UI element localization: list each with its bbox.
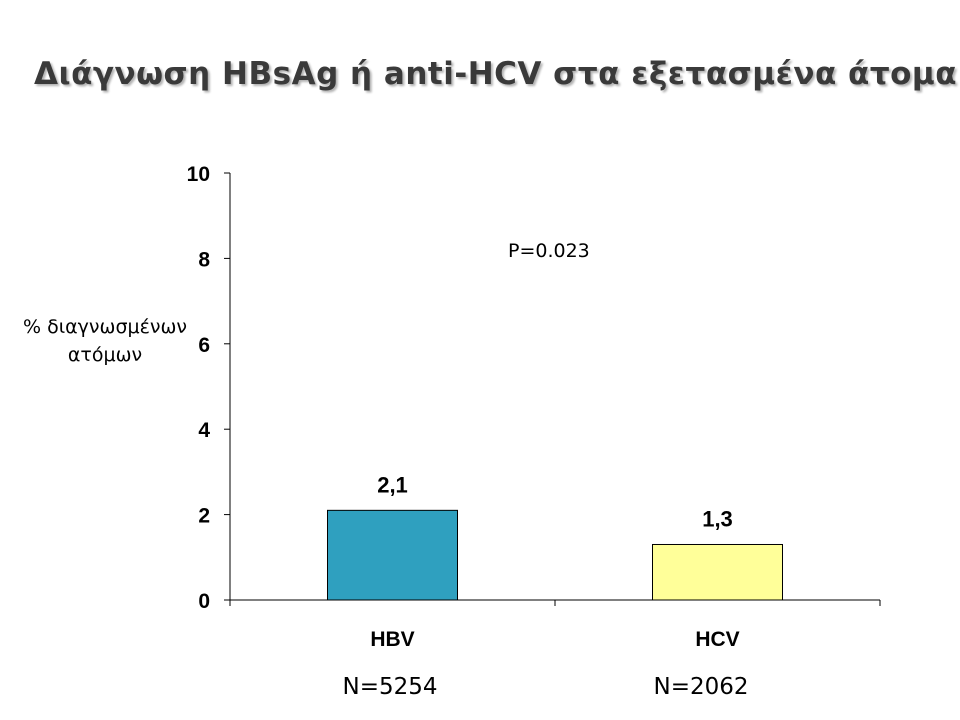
data-label-hcv: 1,3	[702, 506, 733, 531]
y-axis-label-line-2: ατόμων	[67, 344, 143, 366]
y-tick-label: 0	[198, 590, 210, 613]
y-axis-label: % διαγνωσμένων ατόμων	[10, 313, 200, 369]
y-axis-label-line-1: % διαγνωσμένων	[23, 316, 187, 338]
y-tick-label: 4	[198, 419, 210, 442]
y-tick-label: 10	[187, 163, 210, 186]
category-label-hcv: HCV	[695, 628, 739, 651]
data-label-hbv: 2,1	[377, 472, 408, 497]
sample-size-hbv: N=5254	[342, 674, 438, 700]
sample-size-hcv: N=2062	[653, 674, 749, 700]
slide-title: Διάγνωση HBsAg ή anti-HCV στα εξετασμένα…	[34, 56, 958, 92]
y-tick-label: 2	[198, 505, 210, 528]
category-label-hbv: HBV	[370, 628, 414, 651]
p-value-annotation: P=0.023	[508, 240, 590, 262]
y-tick-label: 6	[198, 334, 210, 357]
bar-hbv	[327, 509, 458, 601]
y-tick-label: 8	[198, 248, 210, 271]
bar-hcv	[652, 543, 783, 601]
